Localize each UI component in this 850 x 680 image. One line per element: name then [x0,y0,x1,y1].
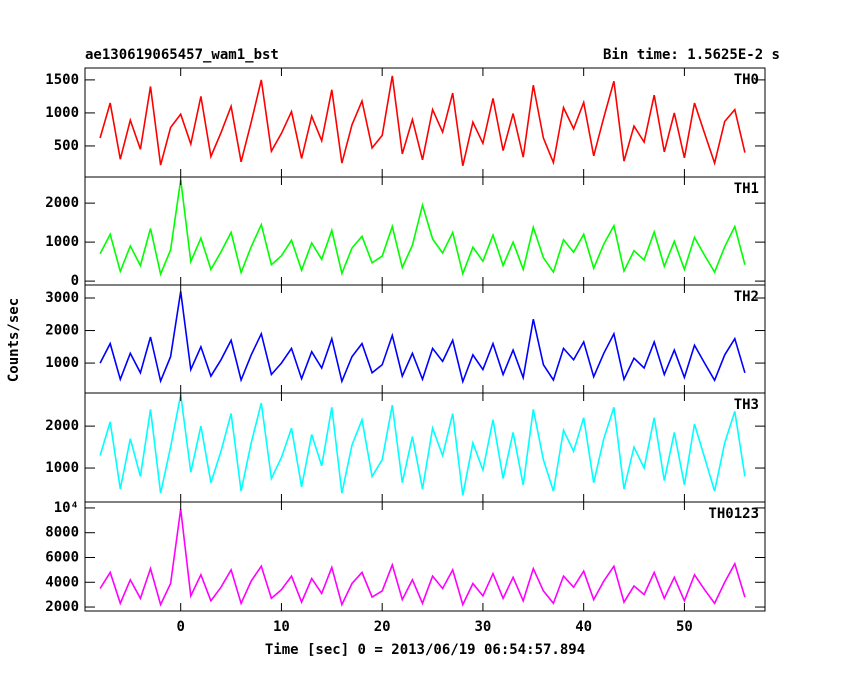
x-tick-label: 30 [474,619,491,635]
y-axis-label: Counts/sec [6,298,22,382]
y-tick-label: 1000 [45,234,79,250]
x-tick-label: 0 [176,619,184,635]
x-axis-label: Time [sec] 0 = 2013/06/19 06:54:57.894 [265,642,585,658]
series-line [99,509,746,607]
series-line [99,394,746,496]
y-tick-label: 1500 [45,72,79,88]
panel-frame [84,501,766,612]
y-tick-label: 1000 [45,355,79,371]
y-tick-label: 3000 [45,290,79,306]
series-label: TH1 [734,181,759,197]
series-line [99,75,746,166]
bin-time: Bin time: 1.5625E-2 s [603,47,780,63]
x-tick-label: 20 [374,619,391,635]
series-label: TH2 [734,289,759,305]
y-tick-label: 4000 [45,574,79,590]
series-line [99,179,746,277]
y-tick-label: 1000 [45,105,79,121]
y-tick-label: 500 [54,138,79,154]
y-tick-label: 1000 [45,460,79,476]
chart-title: ae130619065457_wam1_bst [85,47,279,63]
y-tick-label: 6000 [45,549,79,565]
series-label: TH0 [734,72,759,88]
y-tick-label: 2000 [45,195,79,211]
y-tick-label: 2000 [45,323,79,339]
series-label: TH0123 [708,506,759,522]
y-tick-label: 2000 [45,599,79,615]
x-tick-label: 50 [676,619,693,635]
y-tick-label: 10⁴ [54,500,79,516]
y-tick-label: 8000 [45,525,79,541]
x-tick-label: 10 [273,619,290,635]
y-tick-label: 2000 [45,418,79,434]
series-label: TH3 [734,397,759,413]
panel-frame [84,67,766,178]
y-tick-label: 0 [71,273,79,289]
series-line [99,291,746,385]
x-tick-label: 40 [575,619,592,635]
